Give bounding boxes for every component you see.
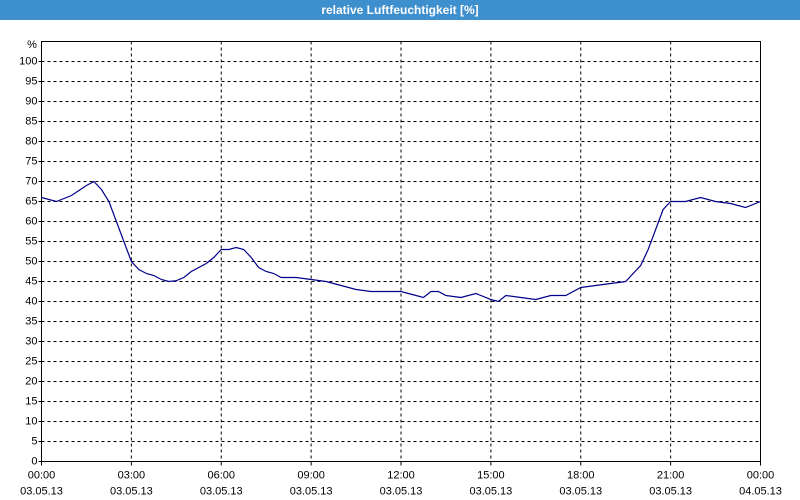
y-tick-label: 90 xyxy=(25,95,37,107)
y-tick-label: 100 xyxy=(19,55,37,67)
x-tick-date: 03.05.13 xyxy=(380,485,423,497)
y-tick-label: 85 xyxy=(25,115,37,127)
y-tick-label: 65 xyxy=(25,195,37,207)
x-tick-date: 03.05.13 xyxy=(200,485,243,497)
x-tick-date: 04.05.13 xyxy=(739,485,782,497)
y-tick-label: 20 xyxy=(25,375,37,387)
y-tick-label: 25 xyxy=(25,355,37,367)
x-tick-date: 03.05.13 xyxy=(20,485,63,497)
x-tick-label: 09:00 xyxy=(297,469,325,481)
y-tick-label: 35 xyxy=(25,315,37,327)
x-tick-label: 18:00 xyxy=(567,469,595,481)
x-tick-date: 03.05.13 xyxy=(649,485,692,497)
title-bar: relative Luftfeuchtigkeit [%] xyxy=(0,0,800,20)
y-tick-label: 95 xyxy=(25,75,37,87)
x-tick-label: 06:00 xyxy=(207,469,235,481)
y-axis-label: % xyxy=(27,39,37,51)
y-tick-label: 5 xyxy=(31,435,37,447)
y-tick-label: 55 xyxy=(25,235,37,247)
x-tick-label: 15:00 xyxy=(477,469,505,481)
data-line xyxy=(41,180,761,303)
x-tick-label: 03:00 xyxy=(118,469,146,481)
y-tick-label: 60 xyxy=(25,215,37,227)
y-tick-label: 10 xyxy=(25,415,37,427)
y-tick-label: 45 xyxy=(25,275,37,287)
y-tick-label: 30 xyxy=(25,335,37,347)
x-tick-date: 03.05.13 xyxy=(290,485,333,497)
x-tick-date: 03.05.13 xyxy=(559,485,602,497)
y-tick-label: 75 xyxy=(25,155,37,167)
y-tick-label: 0 xyxy=(31,455,37,467)
plot-frame xyxy=(41,41,761,462)
x-tick-label: 12:00 xyxy=(387,469,415,481)
x-tick-date: 03.05.13 xyxy=(110,485,153,497)
y-tick-label: 70 xyxy=(25,175,37,187)
y-tick-label: 80 xyxy=(25,135,37,147)
y-tick-label: 40 xyxy=(25,295,37,307)
y-tick-label: 15 xyxy=(25,395,37,407)
chart: % 0 5 10 15 20 25 30 35 40 45 50 55 60 65 70 75 80 85 90 95… xyxy=(19,39,782,498)
x-tick-label: 21:00 xyxy=(657,469,685,481)
y-tick-label: 50 xyxy=(25,255,37,267)
x-tick-label: 00:00 xyxy=(28,469,56,481)
x-tick-date: 03.05.13 xyxy=(469,485,512,497)
x-tick-label: 00:00 xyxy=(747,469,775,481)
